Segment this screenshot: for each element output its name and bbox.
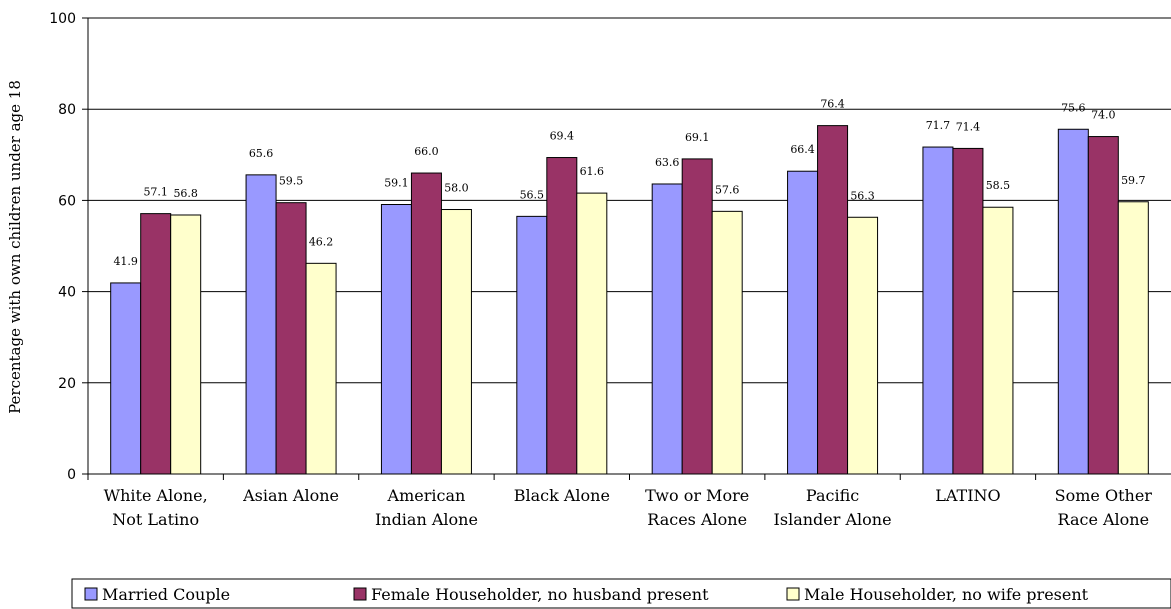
bar (275, 202, 307, 475)
bar (681, 158, 713, 475)
legend-swatch (353, 587, 367, 601)
bar (516, 215, 548, 475)
bar (305, 262, 337, 475)
data-label: 46.2 (309, 235, 334, 248)
data-label: 56.3 (850, 189, 875, 202)
x-category-label: Black Alone (514, 486, 610, 505)
bars (110, 125, 1149, 475)
data-label: 65.6 (249, 147, 274, 160)
x-category-labels: White Alone, Not Latino Asian Alone America… (104, 486, 1153, 529)
data-label: 57.1 (143, 186, 168, 199)
data-label: 69.1 (685, 131, 710, 144)
data-label: 41.9 (113, 255, 138, 268)
x-category-label: American (387, 486, 466, 505)
x-category-label: Races Alone (647, 510, 747, 529)
data-label: 66.4 (790, 143, 815, 156)
y-tick-label: 60 (58, 193, 76, 209)
data-label: 59.1 (384, 177, 409, 190)
bar (245, 174, 277, 475)
data-label: 69.4 (550, 130, 575, 143)
data-label: 56.5 (520, 188, 545, 201)
data-label: 59.5 (279, 175, 304, 188)
x-category-label: Not Latino (112, 510, 199, 529)
bar (651, 183, 683, 475)
y-tick-label: 0 (67, 467, 76, 483)
bar (982, 206, 1014, 475)
x-category-label: Indian Alone (375, 510, 478, 529)
data-label: 71.4 (956, 120, 981, 133)
x-category-label: Islander Alone (774, 510, 892, 529)
data-label: 74.0 (1091, 109, 1116, 122)
y-tick-label: 80 (58, 102, 76, 118)
data-labels: 41.9 57.1 56.8 65.6 59.5 46.2 59.1 66.0 58.0 56.5… (113, 98, 1145, 268)
bar (110, 282, 142, 475)
bar (410, 172, 442, 475)
y-tick-label: 100 (49, 11, 76, 27)
bar (440, 209, 472, 475)
bar (817, 125, 849, 475)
legend-label: Female Householder, no husband present (371, 585, 709, 604)
legend-swatch (84, 587, 98, 601)
bar (1087, 136, 1119, 475)
data-label: 66.0 (414, 145, 439, 158)
y-tick-labels: 0 20 40 60 80 100 (49, 11, 76, 483)
bar (1057, 128, 1089, 475)
bar (380, 204, 412, 475)
bar (546, 157, 578, 475)
bar (576, 192, 608, 475)
data-label: 58.5 (986, 179, 1011, 192)
x-category-label: Some Other (1055, 486, 1153, 505)
legend-label: Married Couple (102, 585, 230, 604)
data-label: 63.6 (655, 156, 680, 169)
x-category-label: Asian Alone (242, 486, 339, 505)
legend-swatch (786, 587, 800, 601)
bar (711, 210, 743, 475)
axes (87, 18, 1171, 480)
data-label: 71.7 (926, 119, 951, 132)
data-label: 59.7 (1121, 174, 1146, 187)
data-label: 75.6 (1061, 101, 1086, 114)
bar (170, 214, 202, 475)
bar (787, 170, 819, 475)
data-label: 76.4 (820, 98, 845, 111)
bar (847, 216, 879, 475)
data-label: 58.0 (444, 182, 469, 195)
y-tick-label: 20 (58, 376, 76, 392)
bar (1117, 201, 1149, 475)
bar (140, 213, 172, 475)
bar (922, 146, 954, 475)
legend: Married Couple Female Householder, no hus… (71, 578, 1171, 609)
y-tick-label: 40 (58, 285, 76, 301)
x-category-label: LATINO (935, 486, 1000, 505)
legend-label: Male Householder, no wife present (804, 585, 1089, 604)
x-category-label: Pacific (806, 486, 859, 505)
legend-box (71, 578, 1171, 609)
x-category-label: Race Alone (1058, 510, 1150, 529)
x-category-label: Two or More (645, 486, 749, 505)
data-label: 56.8 (173, 187, 198, 200)
y-axis-label: Percentage with own children under age 1… (6, 80, 24, 414)
bar (952, 147, 984, 475)
x-category-label: White Alone, (104, 486, 208, 505)
data-label: 61.6 (580, 165, 605, 178)
data-label: 57.6 (715, 183, 740, 196)
